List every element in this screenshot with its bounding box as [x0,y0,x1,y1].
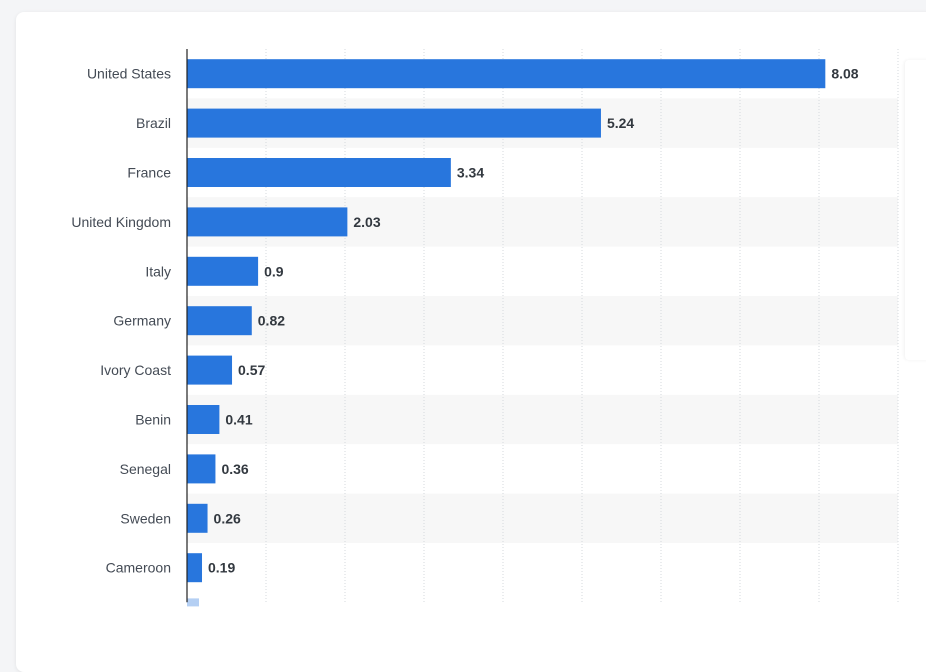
gridlines [265,49,899,603]
bar [187,405,220,434]
value-label: 2.03 [353,214,380,230]
value-label: 0.26 [214,510,241,526]
bar [187,503,208,533]
category-label: United States [87,66,171,82]
bar [187,108,601,138]
value-label: 3.34 [457,165,484,181]
category-label: Senegal [120,461,171,477]
bar-chart: United States Brazil France United Kingdom I… [71,49,899,607]
bar [187,59,826,89]
category-label: Germany [113,313,171,329]
category-label: France [127,165,171,181]
bars [187,59,826,607]
bar [187,306,252,336]
row-stripe [187,493,898,543]
row-stripe [187,296,898,346]
row-stripes [187,98,898,543]
bar [187,207,348,237]
bar-partial [187,598,199,607]
value-label: 5.24 [607,115,634,131]
category-label: Benin [135,412,171,428]
value-label: 0.82 [258,313,285,329]
value-label: 0.19 [208,560,235,576]
row-stripe [187,394,898,445]
bar [187,256,259,286]
value-label: 0.57 [238,362,265,378]
category-label: Italy [145,263,171,279]
value-labels: 8.08 5.24 3.34 2.03 0.9 0.82 0.57 0.41 0.36 0.26 0… [208,66,859,576]
bar [187,553,203,583]
category-label: Ivory Coast [100,362,171,378]
bar [187,454,216,484]
value-label: 8.08 [831,66,858,82]
value-label: 0.36 [221,461,248,477]
category-label: Cameroon [106,560,171,576]
bar [187,355,233,385]
value-label: 0.41 [225,412,252,428]
category-label: Sweden [120,510,171,526]
category-label: United Kingdom [71,214,171,230]
category-labels: United States Brazil France United Kingdom I… [71,66,171,576]
category-label: Brazil [136,115,171,131]
value-label: 0.9 [264,263,284,279]
bar [187,158,451,187]
